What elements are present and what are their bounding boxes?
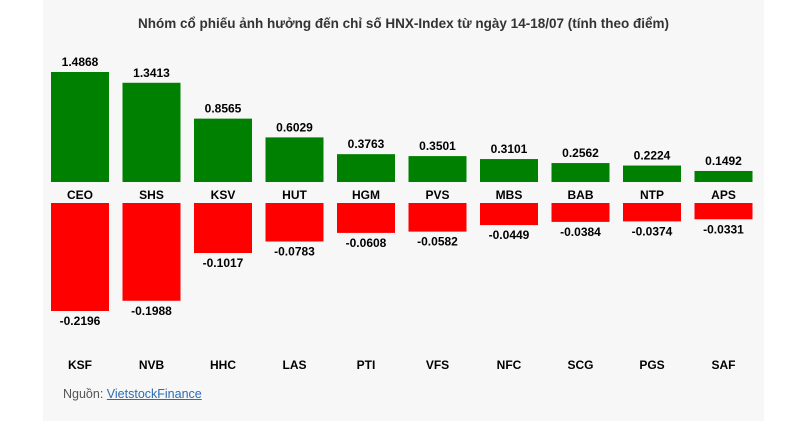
positive-value-label: 0.6029: [276, 120, 313, 134]
negative-bar: [337, 203, 395, 233]
positive-category-label: SHS: [139, 188, 164, 202]
negative-value-label: -0.0331: [703, 222, 744, 236]
source-note: Nguồn: VietstockFinance: [63, 387, 202, 401]
positive-category-label: HGM: [352, 188, 380, 202]
negative-bar: [551, 203, 610, 222]
positive-bar: [265, 137, 324, 182]
positive-bar: [122, 82, 181, 182]
negative-category-label: VFS: [426, 358, 449, 372]
negative-category-label: SAF: [712, 358, 736, 372]
negative-value-label: -0.1017: [203, 256, 244, 270]
positive-bar: [551, 163, 610, 182]
positive-bar: [408, 156, 467, 182]
positive-value-label: 0.3763: [348, 137, 385, 151]
source-link[interactable]: VietstockFinance: [106, 387, 202, 401]
positive-bar: [337, 154, 395, 182]
positive-value-label: 0.8565: [205, 102, 242, 116]
negative-category-label: NFC: [497, 358, 522, 372]
positive-bar: [623, 165, 681, 182]
positive-category-label: APS: [711, 188, 736, 202]
negative-bar: [623, 203, 681, 222]
negative-value-label: -0.0783: [274, 245, 315, 259]
positive-category-label: NTP: [640, 188, 664, 202]
positive-category-label: MBS: [496, 188, 523, 202]
positive-value-label: 0.3101: [491, 142, 528, 156]
negative-bar: [194, 203, 252, 254]
negative-bar: [408, 203, 467, 232]
negative-value-label: -0.0608: [346, 236, 387, 250]
positive-category-label: BAB: [568, 188, 594, 202]
negative-bar: [51, 203, 109, 311]
positive-category-label: PVS: [425, 188, 449, 202]
negative-category-label: NVB: [139, 358, 165, 372]
negative-value-label: -0.0582: [417, 235, 458, 249]
positive-value-label: 1.3413: [133, 66, 170, 80]
positive-value-label: 0.1492: [705, 154, 742, 168]
negative-category-label: PTI: [357, 358, 376, 372]
negative-value-label: -0.2196: [60, 314, 101, 328]
positive-value-label: 0.2224: [634, 149, 671, 163]
negative-category-label: PGS: [639, 358, 664, 372]
negative-bar: [480, 203, 538, 226]
positive-category-label: CEO: [67, 188, 93, 202]
chart-title: Nhóm cổ phiếu ảnh hưởng đến chỉ số HNX-I…: [138, 16, 669, 31]
positive-category-label: KSV: [211, 188, 236, 202]
negative-value-label: -0.0449: [489, 228, 530, 242]
negative-category-label: HHC: [210, 358, 236, 372]
negative-bar: [694, 203, 753, 220]
positive-bar: [51, 72, 109, 182]
negative-bar: [265, 203, 324, 242]
positive-value-label: 0.2562: [562, 146, 599, 160]
positive-bar: [480, 159, 538, 182]
negative-value-label: -0.1988: [131, 304, 172, 318]
negative-bar: [122, 203, 181, 301]
positive-category-label: HUT: [282, 188, 307, 202]
negative-value-label: -0.0374: [632, 224, 673, 238]
negative-value-label: -0.0384: [560, 225, 601, 239]
source-prefix: Nguồn:: [63, 387, 107, 401]
positive-bar: [694, 170, 753, 182]
negative-category-label: SCG: [567, 358, 593, 372]
negative-category-label: LAS: [283, 358, 307, 372]
positive-value-label: 0.3501: [419, 139, 456, 153]
positive-value-label: 1.4868: [62, 55, 99, 69]
positive-bar: [194, 118, 252, 182]
negative-category-label: KSF: [68, 358, 92, 372]
